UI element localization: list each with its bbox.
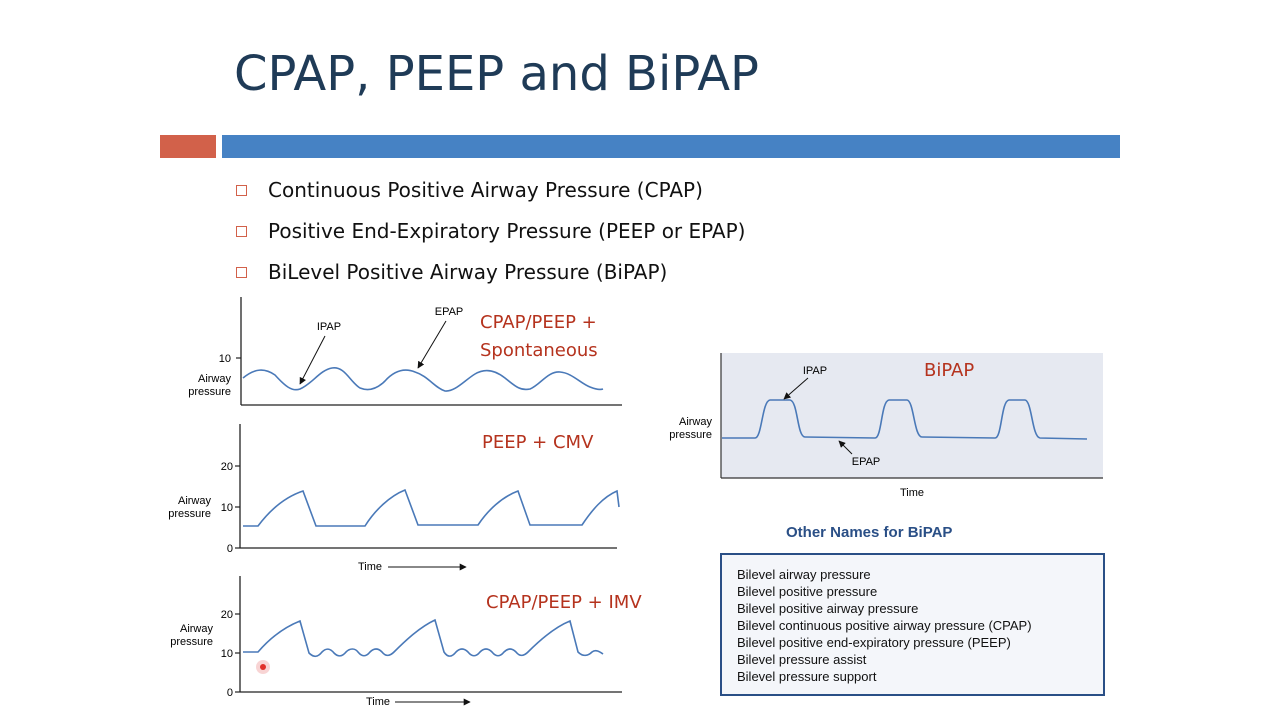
y-tick-label: 0 (227, 543, 233, 555)
y-axis-label: Airway (178, 495, 212, 507)
list-item: Bilevel continuous positive airway press… (737, 618, 1032, 633)
y-axis-label: Airway (679, 416, 713, 428)
y-axis-label: Airway (180, 623, 214, 635)
y-tick-label: 20 (221, 461, 233, 473)
graph-label: PEEP + CMV (482, 432, 594, 453)
list-item: Bilevel positive end-expiratory pressure… (737, 635, 1011, 650)
y-tick-label: 10 (221, 502, 233, 514)
title-accent-bar-blue (222, 135, 1120, 158)
annotation-ipap: IPAP (317, 321, 341, 333)
square-bullet-icon (236, 185, 247, 196)
cursor-dot-icon (260, 664, 266, 670)
y-tick-label: 10 (221, 648, 233, 660)
list-item: Bilevel positive airway pressure (737, 601, 919, 616)
epap-arrow (838, 440, 853, 455)
list-item: Bilevel positive pressure (737, 584, 878, 599)
annotation-ipap: IPAP (803, 365, 827, 377)
y-axis-label: pressure (669, 429, 712, 441)
x-axis-label: Time (900, 487, 924, 499)
pressure-waveform (243, 618, 604, 658)
slide-title: CPAP, PEEP and BiPAP (234, 46, 759, 102)
graph-bipap: Airway pressure IPAP EPAP Time BiPAP (669, 353, 1103, 499)
other-names-box: Bilevel airway pressure Bilevel positive… (720, 553, 1105, 696)
bullet-text: Continuous Positive Airway Pressure (CPA… (268, 178, 703, 202)
pressure-waveform (242, 367, 604, 392)
graph-label-line2: Spontaneous (480, 340, 598, 361)
square-bullet-icon (236, 267, 247, 278)
y-tick-label: 10 (219, 353, 231, 365)
title-accent-bar-orange (160, 135, 216, 158)
epap-arrow (417, 320, 447, 369)
annotation-epap: EPAP (852, 456, 881, 468)
list-item: Bilevel airway pressure (737, 567, 871, 582)
graph-label: BiPAP (924, 360, 974, 381)
ipap-arrow (783, 377, 809, 400)
y-tick-label: 0 (227, 687, 233, 699)
other-names-heading: Other Names for BiPAP (786, 524, 953, 541)
list-item: Bilevel pressure support (737, 669, 877, 684)
graph-peep-cmv: 20 10 0 Airway pressure Time PEEP + CMV (168, 424, 620, 573)
annotation-epap: EPAP (435, 306, 464, 318)
graph-label-line1: CPAP/PEEP + (480, 312, 597, 333)
bullet-text: Positive End-Expiratory Pressure (PEEP o… (268, 219, 746, 243)
pressure-waveform (243, 488, 620, 527)
graph-cpap-imv: 20 10 0 Airway pressure Time CPAP/PEEP +… (170, 576, 642, 708)
square-bullet-icon (236, 226, 247, 237)
y-axis-label: Airway (198, 373, 232, 385)
graph-label: CPAP/PEEP + IMV (486, 592, 642, 613)
pressure-waveform (722, 399, 1088, 440)
ipap-arrow (299, 335, 326, 385)
y-tick-label: 20 (221, 609, 233, 621)
graph-cpap-spontaneous: 10 Airway pressure IPAP EPAP CPAP/PEEP +… (188, 297, 622, 406)
list-item: Bilevel pressure assist (737, 652, 867, 667)
y-axis-label: pressure (170, 636, 213, 648)
x-axis-label: Time (358, 561, 382, 573)
y-axis-label: pressure (168, 508, 211, 520)
bullet-text: BiLevel Positive Airway Pressure (BiPAP) (268, 260, 668, 284)
y-axis-label: pressure (188, 386, 231, 398)
x-axis-label: Time (366, 696, 390, 708)
bipap-plot-area (721, 353, 1103, 478)
